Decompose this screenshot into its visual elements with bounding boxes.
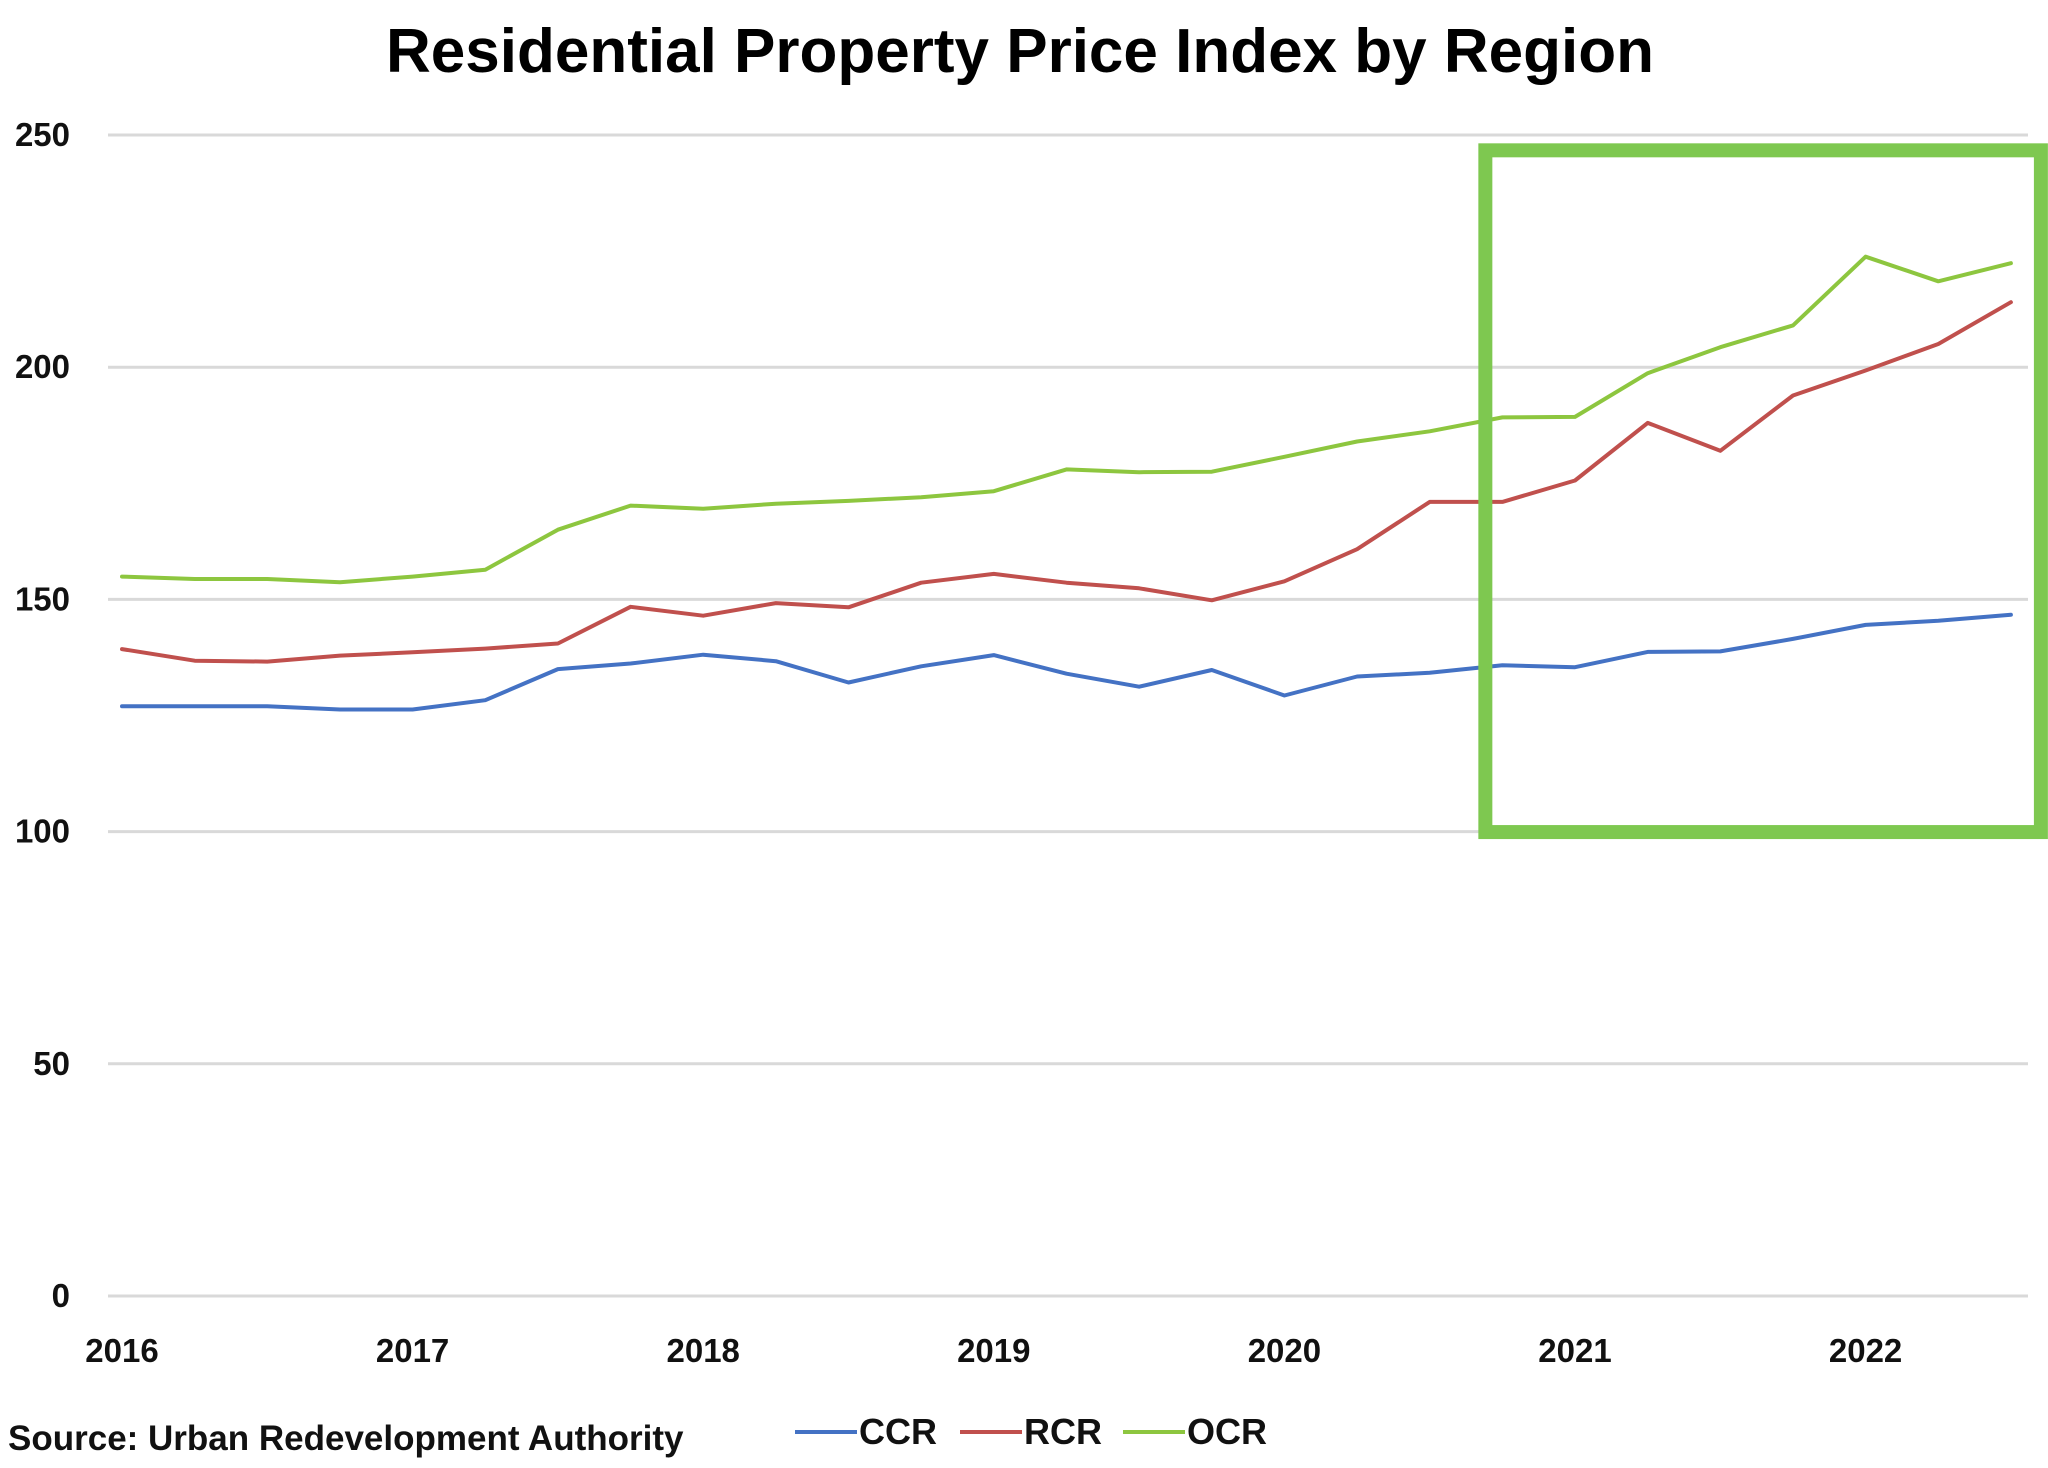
y-axis-tick-labels: 0 50 100 150 200 250	[15, 116, 70, 1314]
x-tick-label: 2017	[376, 1332, 449, 1369]
y-tick-label: 200	[15, 348, 70, 385]
series-line-rcr	[120, 300, 2013, 664]
x-tick-label: 2016	[85, 1332, 158, 1369]
legend-label-ocr: OCR	[1187, 1411, 1267, 1452]
y-tick-label: 0	[52, 1277, 70, 1314]
chart-title: Residential Property Price Index by Regi…	[386, 17, 1654, 86]
legend-label-ccr: CCR	[859, 1411, 937, 1452]
x-tick-label: 2022	[1829, 1332, 1902, 1369]
x-tick-label: 2020	[1248, 1332, 1321, 1369]
legend: CCR RCR OCR	[795, 1411, 1267, 1452]
y-tick-label: 50	[33, 1045, 70, 1082]
highlight-rectangle	[1478, 143, 2048, 840]
x-tick-label: 2018	[666, 1332, 739, 1369]
y-tick-label: 100	[15, 813, 70, 850]
gridlines	[108, 133, 2028, 1298]
series-lines	[120, 254, 2013, 712]
x-tick-label: 2019	[957, 1332, 1030, 1369]
series-line-ccr	[120, 612, 2013, 712]
x-axis-tick-labels: 2016 2017 2018 2019 2020 2021 2022	[85, 1332, 1902, 1369]
legend-label-rcr: RCR	[1024, 1411, 1102, 1452]
y-tick-label: 150	[15, 580, 70, 617]
y-tick-label: 250	[15, 116, 70, 153]
x-tick-label: 2021	[1538, 1332, 1611, 1369]
highlight-box	[1478, 143, 2048, 840]
series-line-ocr	[120, 254, 2013, 585]
source-note: Source: Urban Redevelopment Authority	[8, 1419, 684, 1458]
